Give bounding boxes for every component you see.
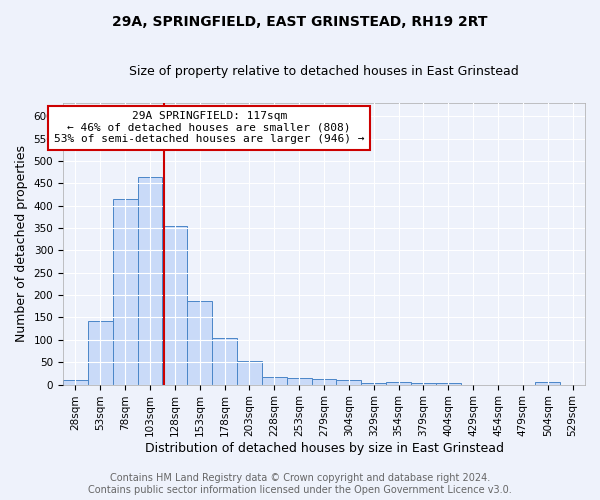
Text: 29A, SPRINGFIELD, EAST GRINSTEAD, RH19 2RT: 29A, SPRINGFIELD, EAST GRINSTEAD, RH19 2… bbox=[112, 15, 488, 29]
Text: 29A SPRINGFIELD: 117sqm
← 46% of detached houses are smaller (808)
53% of semi-d: 29A SPRINGFIELD: 117sqm ← 46% of detache… bbox=[54, 111, 364, 144]
Bar bbox=[386, 382, 411, 384]
Bar bbox=[212, 338, 237, 384]
Bar bbox=[262, 376, 287, 384]
X-axis label: Distribution of detached houses by size in East Grinstead: Distribution of detached houses by size … bbox=[145, 442, 503, 455]
Bar bbox=[163, 226, 187, 384]
Y-axis label: Number of detached properties: Number of detached properties bbox=[15, 145, 28, 342]
Bar bbox=[535, 382, 560, 384]
Bar bbox=[63, 380, 88, 384]
Bar bbox=[361, 383, 386, 384]
Bar bbox=[187, 301, 212, 384]
Bar bbox=[88, 320, 113, 384]
Bar bbox=[137, 177, 163, 384]
Bar bbox=[287, 378, 311, 384]
Bar bbox=[337, 380, 361, 384]
Bar bbox=[237, 361, 262, 384]
Bar bbox=[113, 198, 137, 384]
Bar bbox=[311, 379, 337, 384]
Title: Size of property relative to detached houses in East Grinstead: Size of property relative to detached ho… bbox=[129, 65, 519, 78]
Text: Contains HM Land Registry data © Crown copyright and database right 2024.
Contai: Contains HM Land Registry data © Crown c… bbox=[88, 474, 512, 495]
